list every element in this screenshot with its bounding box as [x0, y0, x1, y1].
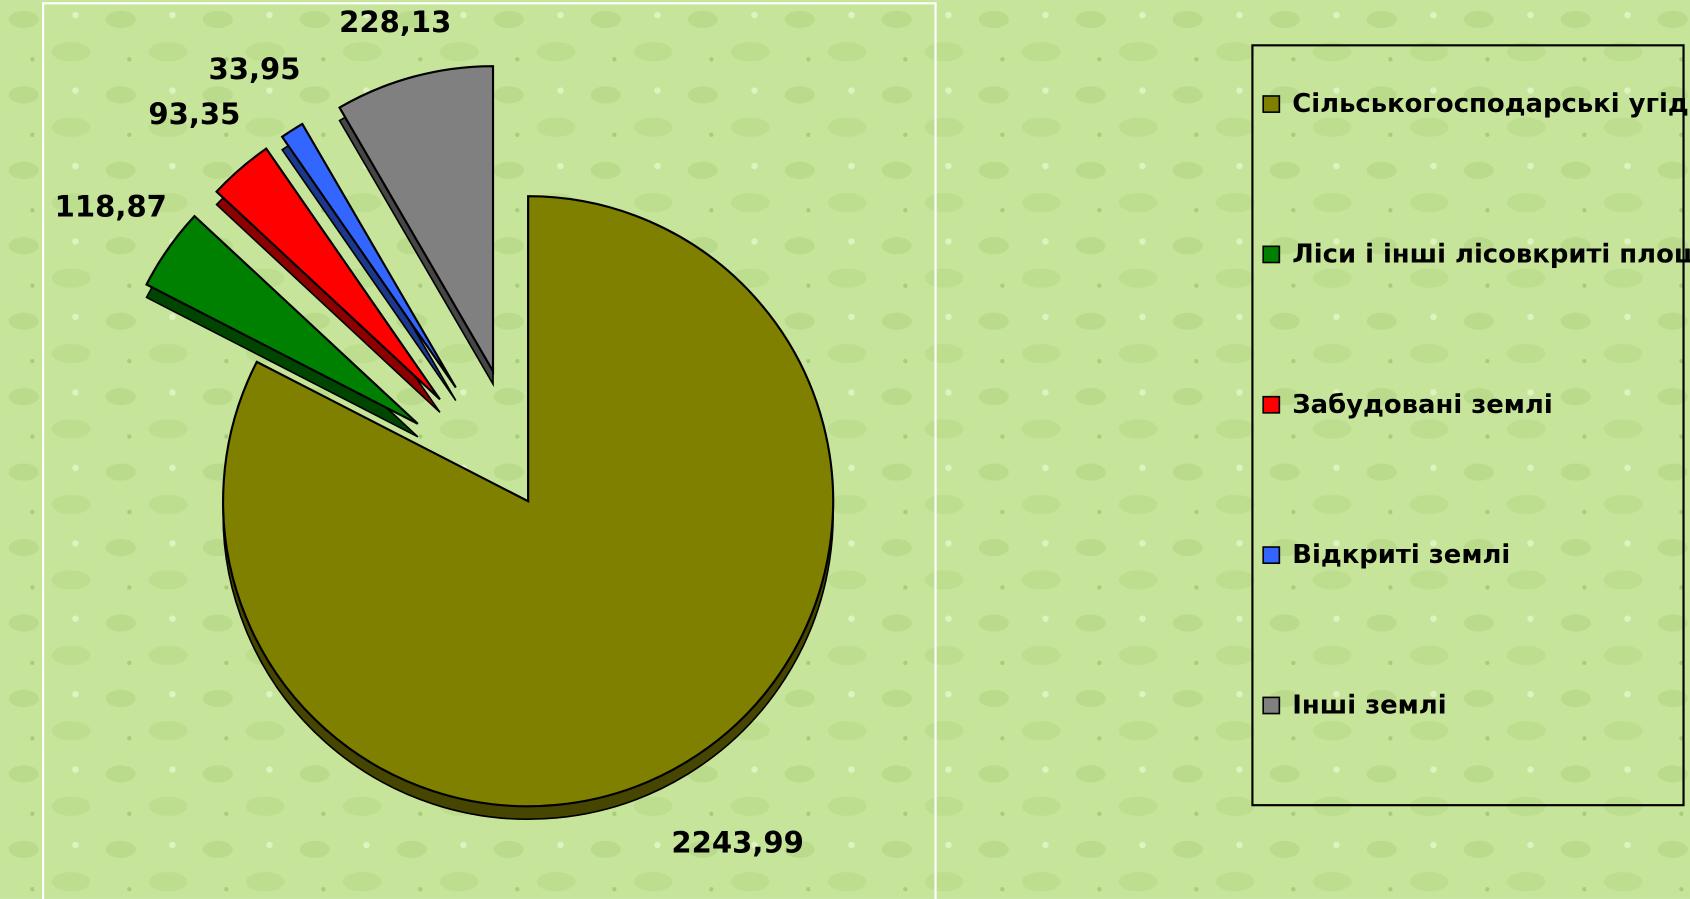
- legend: Сільськогосподарські угіддя Ліси і інші л…: [1262, 89, 1690, 721]
- legend-label: Сільськогосподарські угіддя: [1292, 89, 1690, 119]
- slice-side-shade: [282, 136, 456, 401]
- data-label: 33,95: [208, 52, 300, 86]
- plot-area: [42, 2, 937, 899]
- slice: [338, 65, 495, 376]
- legend-swatch: [1262, 245, 1281, 264]
- data-label: 228,13: [339, 5, 451, 39]
- legend-swatch: [1262, 696, 1281, 715]
- slice: [145, 214, 419, 425]
- slice: [280, 122, 457, 389]
- data-label: 2243,99: [671, 825, 804, 859]
- legend-label: Інші землі: [1292, 691, 1446, 721]
- pie: 2243,99 118,87 93,35 33,95 228,13: [55, 5, 835, 859]
- slice: [215, 147, 441, 401]
- slice: [222, 195, 835, 808]
- legend-box: [1251, 44, 1685, 807]
- legend-label: Відкриті землі: [1292, 540, 1510, 570]
- legend-label: Забудовані землі: [1292, 390, 1552, 420]
- legend-swatch: [1262, 395, 1281, 414]
- data-label: 93,35: [148, 97, 240, 131]
- legend-swatch: [1262, 546, 1281, 565]
- legend-swatch: [1262, 95, 1281, 113]
- legend-label: Ліси і інші лісовкриті площі: [1292, 239, 1690, 269]
- data-label: 118,87: [55, 189, 167, 223]
